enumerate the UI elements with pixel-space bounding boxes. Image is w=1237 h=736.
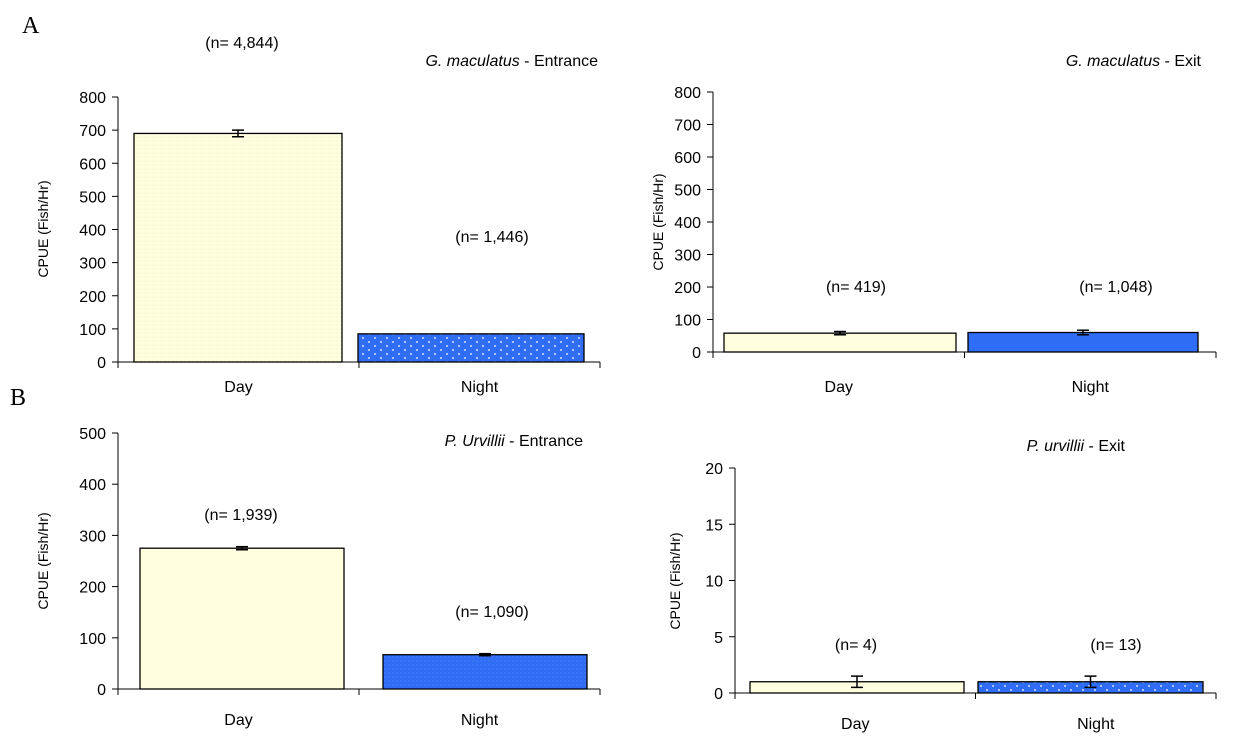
y-tick-label: 300 xyxy=(79,528,106,545)
chart-title: G. maculatus - Entrance xyxy=(425,53,598,70)
y-tick-label: 20 xyxy=(705,461,723,478)
bar-day xyxy=(723,332,957,353)
y-tick-label: 700 xyxy=(79,123,106,140)
y-tick-label: 0 xyxy=(97,355,106,372)
y-tick-label: 700 xyxy=(674,118,701,135)
y-axis-label: CPUE (Fish/Hr) xyxy=(35,512,51,609)
x-category-label: Night xyxy=(461,712,499,729)
panel-label-a: A xyxy=(22,13,40,39)
y-tick-label: 0 xyxy=(692,345,701,362)
y-tick-label: 500 xyxy=(79,189,106,206)
n-label: (n= 4,844) xyxy=(205,35,278,52)
n-label: (n= 1,048) xyxy=(1079,279,1152,296)
y-tick-label: 0 xyxy=(97,682,106,699)
y-tick-label: 100 xyxy=(79,322,106,339)
y-tick-label: 800 xyxy=(79,90,106,107)
y-tick-label: 100 xyxy=(674,313,701,330)
y-axis-label: CPUE (Fish/Hr) xyxy=(667,532,683,629)
chart-title-species: G. maculatus xyxy=(1066,53,1160,70)
y-tick-label: 400 xyxy=(79,223,106,240)
y-tick-label: 0 xyxy=(714,686,723,703)
chart-title-species: P. urvillii xyxy=(1027,438,1085,455)
chart-title: P. urvillii - Exit xyxy=(1027,438,1126,455)
n-label: (n= 419) xyxy=(826,279,886,296)
bar-day xyxy=(139,547,345,690)
x-category-label: Night xyxy=(461,379,499,396)
y-tick-label: 200 xyxy=(79,289,106,306)
bar-day xyxy=(133,132,343,363)
x-category-label: Night xyxy=(1072,379,1110,396)
y-tick-label: 10 xyxy=(705,574,723,591)
y-tick-label: 100 xyxy=(79,631,106,648)
chart-purv-exit: P. urvillii - Exit CPUE (Fish/Hr) 0 5 10 15 20… xyxy=(667,438,1217,733)
y-tick-label: 500 xyxy=(79,426,106,443)
y-axis-label: CPUE (Fish/Hr) xyxy=(650,173,666,270)
chart-title-suffix: - Entrance xyxy=(520,53,598,70)
chart-title-species: G. maculatus xyxy=(425,53,519,70)
bar-night xyxy=(357,333,585,363)
chart-gmac-exit: G. maculatus - Exit CPUE (Fish/Hr) 0 100 200… xyxy=(650,53,1217,396)
chart-title-suffix: - Exit xyxy=(1160,53,1201,70)
y-tick-label: 15 xyxy=(705,517,723,534)
x-category-label: Day xyxy=(825,379,853,396)
bar-night xyxy=(382,654,588,690)
y-tick-label: 400 xyxy=(674,215,701,232)
chart-gmac-entrance: G. maculatus - Entrance CPUE (Fish/Hr) 0 10… xyxy=(35,35,601,396)
y-tick-label: 5 xyxy=(714,630,723,647)
panel-label-b: B xyxy=(10,385,26,411)
y-tick-label: 400 xyxy=(79,477,106,494)
x-category-label: Night xyxy=(1077,716,1115,733)
y-tick-label: 300 xyxy=(79,256,106,273)
y-tick-label: 500 xyxy=(674,183,701,200)
y-tick-label: 300 xyxy=(674,248,701,265)
n-label: (n= 1,446) xyxy=(455,229,528,246)
chart-title-suffix: - Exit xyxy=(1084,438,1125,455)
y-tick-label: 600 xyxy=(79,156,106,173)
x-category-label: Day xyxy=(841,716,869,733)
y-tick-label: 200 xyxy=(674,280,701,297)
n-label: (n= 1,090) xyxy=(455,604,528,621)
chart-title-suffix: - Entrance xyxy=(505,433,583,450)
n-label: (n= 13) xyxy=(1090,637,1141,654)
chart-title: P. Urvillii - Entrance xyxy=(445,433,584,450)
y-axis-label: CPUE (Fish/Hr) xyxy=(35,180,51,277)
chart-title-species: P. Urvillii xyxy=(445,433,506,450)
n-label: (n= 4) xyxy=(835,637,877,654)
x-category-label: Day xyxy=(224,712,252,729)
y-tick-label: 800 xyxy=(674,85,701,102)
chart-title: G. maculatus - Exit xyxy=(1066,53,1202,70)
x-category-label: Day xyxy=(224,379,252,396)
y-tick-label: 200 xyxy=(79,580,106,597)
n-label: (n= 1,939) xyxy=(204,507,277,524)
chart-purv-entrance: P. Urvillii - Entrance CPUE (Fish/Hr) 0 100… xyxy=(35,426,601,729)
y-tick-label: 600 xyxy=(674,150,701,167)
